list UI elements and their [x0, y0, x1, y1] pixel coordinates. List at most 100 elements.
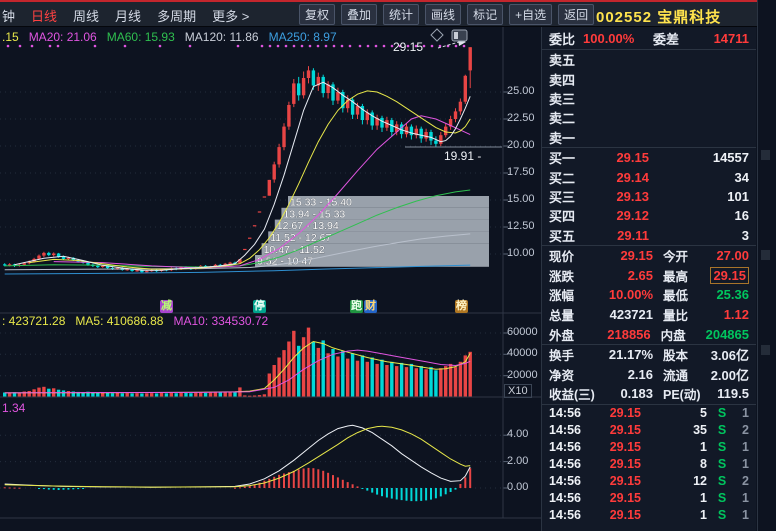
toolbar-button-复权[interactable]: 复权	[299, 4, 336, 25]
event-marker-停[interactable]: 停	[253, 300, 266, 313]
price-axis-label: 12.50	[507, 220, 535, 232]
stat-row: 总量 423721 量比 1.12	[542, 305, 756, 325]
stat-label: 量比	[663, 308, 689, 323]
tag-icon	[451, 29, 468, 42]
stat-row: 涨幅 10.00% 最低 25.36	[542, 285, 756, 305]
ma-label: MA120: 11.86	[184, 30, 259, 44]
event-marker-榜[interactable]: 榜	[455, 300, 468, 313]
event-marker-减[interactable]: 减	[160, 300, 173, 313]
price-axis-label: 10.00	[507, 247, 535, 259]
indicator-axis-label: 4.00	[507, 428, 529, 441]
stock-title: 002552 宝鼎科技	[596, 6, 721, 27]
weibi-value: 100.00%	[583, 30, 635, 46]
tick-price: 29.15	[609, 423, 641, 438]
indicator-axis-label: 0.00	[507, 481, 529, 493]
fundamental-stats: 换手 21.17% 股本 3.06亿 净资 2.16 流通 2.00亿 收益(三) 0.183 PE…	[542, 345, 756, 405]
volume-labels: : 423721.28 MA5: 410686.88 MA10: 334530.72	[2, 314, 268, 328]
weicha-label: 委差	[653, 31, 680, 47]
toolbar-button-返回[interactable]: 返回	[558, 4, 595, 25]
toolbar-button-标记[interactable]: 标记	[467, 4, 504, 25]
weibi-label: 委比	[549, 31, 576, 47]
clipped-glyph	[761, 250, 770, 260]
tick-time: 14:56	[549, 508, 581, 523]
event-marker-财[interactable]: 财	[364, 300, 377, 313]
weicha-value: 14711	[713, 30, 749, 46]
svg-text:9.52 - 10.47: 9.52 - 10.47	[257, 256, 313, 268]
ma-label: MA60: 15.93	[106, 30, 175, 44]
tab-更多 >[interactable]: 更多 >	[212, 9, 250, 24]
level-label: 买一	[549, 151, 576, 167]
tick-count: 1	[742, 440, 749, 455]
ask-row[interactable]: 卖二	[542, 108, 756, 127]
clipped-right-strip	[757, 0, 776, 531]
svg-text:13.94 - 15.33: 13.94 - 15.33	[283, 208, 345, 220]
tick-time: 14:56	[549, 474, 581, 489]
stat-label: 涨幅	[549, 289, 575, 304]
tick-row: 14:56 29.15 5 S 1	[542, 405, 756, 422]
tab-月线[interactable]: 月线	[115, 9, 142, 24]
level-label: 卖一	[549, 130, 576, 146]
svg-text:12.67 - 13.94: 12.67 - 13.94	[277, 220, 339, 232]
tab-多周期[interactable]: 多周期	[157, 9, 197, 24]
tick-side: S	[717, 440, 727, 455]
chart-area[interactable]: 15.33 - 15.40 13.94 - 15.33 12.67 - 13.94 1…	[0, 27, 541, 531]
stock-name: 宝鼎科技	[657, 9, 722, 26]
tick-price: 29.15	[609, 474, 641, 489]
stat-value: 1.12	[723, 306, 749, 322]
bid-row[interactable]: 买四 29.12 16	[542, 206, 756, 225]
tick-time: 14:56	[549, 491, 581, 506]
tab-日线[interactable]: 日线	[31, 9, 58, 24]
ask-row[interactable]: 卖三	[542, 89, 756, 108]
toolbar-button-+自选[interactable]: +自选	[509, 4, 553, 25]
tick-side: S	[717, 457, 727, 472]
event-marker-跑[interactable]: 跑	[350, 300, 363, 313]
level-label: 卖三	[549, 91, 576, 107]
stat-label: 换手	[549, 349, 575, 364]
quote-panel: 委比 100.00% 委差 14711 卖五 卖四 卖三 卖二 卖一 买一 29.15 14…	[541, 27, 756, 531]
stat-label: PE(动)	[663, 388, 701, 403]
price-axis-label: 15.00	[507, 193, 535, 205]
ask-row[interactable]: 卖一	[542, 128, 756, 147]
stat-value: 2.65	[627, 267, 653, 283]
tick-side: S	[717, 423, 727, 438]
level-label: 买二	[549, 170, 576, 186]
stat-value: 423721	[609, 306, 653, 322]
ma-label: .15	[2, 30, 19, 44]
level-label: 买三	[549, 189, 576, 205]
toolbar-button-叠加[interactable]: 叠加	[341, 4, 378, 25]
bid-row[interactable]: 买一 29.15 14557	[542, 148, 756, 167]
volume-multiplier-label: X10	[504, 384, 532, 398]
level-label: 卖五	[549, 53, 576, 69]
price-axis-label: 20.00	[507, 139, 535, 151]
stat-value: 0.183	[620, 386, 653, 402]
level-label: 买五	[549, 228, 576, 244]
bid-row[interactable]: 买五 29.11 3	[542, 226, 756, 245]
bid-row[interactable]: 买三 29.13 101	[542, 187, 756, 206]
tick-qty: 12	[693, 474, 707, 489]
tick-price: 29.15	[609, 508, 641, 523]
volume-axis-label: 20000	[507, 368, 538, 381]
tab-钟[interactable]: 钟	[2, 9, 16, 24]
level-qty: 14557	[712, 150, 749, 166]
tab-周线[interactable]: 周线	[73, 9, 100, 24]
toolbar-button-统计[interactable]: 统计	[383, 4, 420, 25]
tick-qty: 1	[700, 440, 707, 455]
stat-label: 流通	[663, 368, 689, 383]
quote-stats: 现价 29.15 今开 27.00 涨跌 2.65 最高 29.15 涨幅 10.00% 最低 25.…	[542, 246, 756, 345]
ask-row[interactable]: 卖四	[542, 69, 756, 88]
price-axis-label: 25.00	[507, 85, 535, 97]
stat-label: 外盘	[549, 328, 575, 343]
tick-count: 1	[742, 491, 749, 506]
tick-count: 1	[742, 406, 749, 421]
toolbar-button-画线[interactable]: 画线	[425, 4, 462, 25]
diamond-icon	[430, 28, 444, 42]
ma-labels: .15 MA20: 21.06 MA60: 15.93 MA120: 11.86 MA2…	[2, 30, 337, 44]
ask-row[interactable]: 卖五	[542, 50, 756, 69]
tick-side: S	[717, 474, 727, 489]
ask-levels: 卖五 卖四卖三 卖二卖一	[542, 50, 756, 148]
level-price: 29.11	[617, 227, 649, 243]
bid-row[interactable]: 买二 29.14 34	[542, 167, 756, 186]
tick-row: 14:56 29.15 1 S 1	[542, 439, 756, 456]
tick-row: 14:56 29.15 1 S 1	[542, 507, 756, 524]
